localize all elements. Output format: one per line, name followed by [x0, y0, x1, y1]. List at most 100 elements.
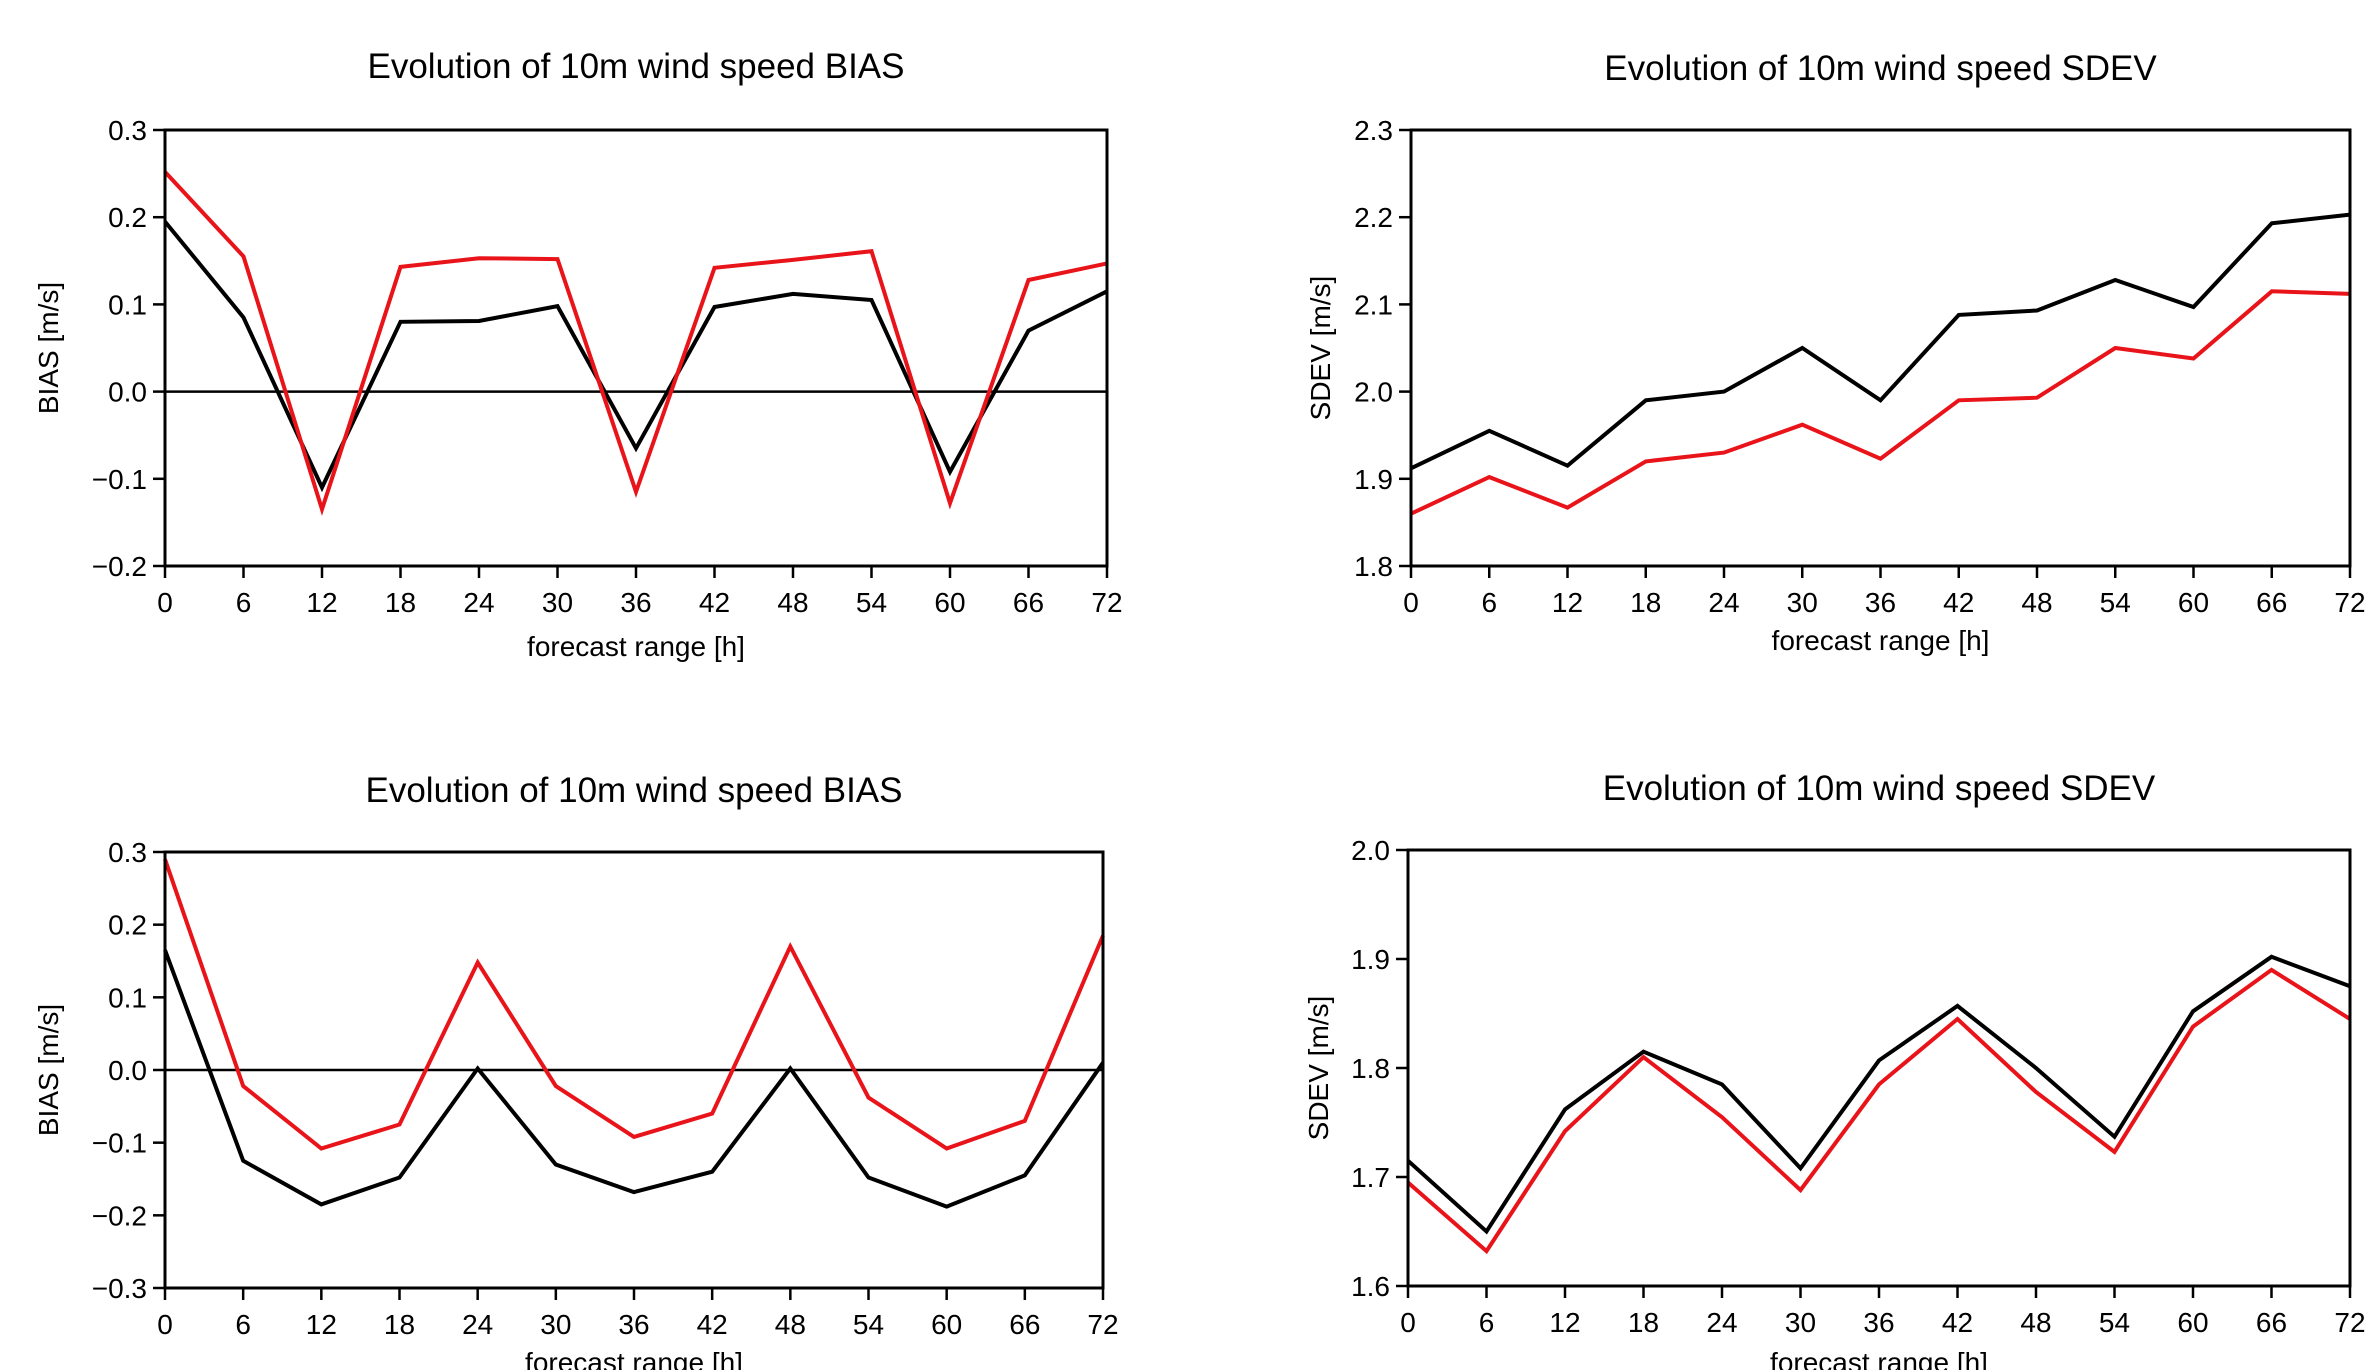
x-tick-label: 30 — [540, 1309, 571, 1340]
x-tick-label: 60 — [2177, 1307, 2208, 1338]
x-tick-label: 30 — [1785, 1307, 1816, 1338]
x-tick-label: 0 — [1400, 1307, 1416, 1338]
chart-title: Evolution of 10m wind speed BIAS — [368, 47, 905, 86]
y-tick-label: 1.8 — [1351, 1053, 1390, 1084]
y-axis-label: SDEV [m/s] — [1303, 996, 1334, 1141]
y-tick-label: 1.7 — [1351, 1162, 1390, 1193]
series-line-2 — [165, 172, 1107, 509]
y-tick-label: 1.9 — [1354, 464, 1393, 495]
y-axis-label: BIAS [m/s] — [33, 282, 64, 414]
x-tick-label: 30 — [1787, 587, 1818, 618]
y-tick-label: 2.2 — [1354, 202, 1393, 233]
chart-title: Evolution of 10m wind speed SDEV — [1604, 49, 2157, 88]
y-tick-label: −0.3 — [92, 1273, 147, 1304]
y-tick-label: 1.8 — [1354, 551, 1393, 582]
y-tick-label: 2.3 — [1354, 115, 1393, 146]
y-tick-label: 2.1 — [1354, 289, 1393, 320]
chart-3: Evolution of 10m wind speed BIAS 0 6 12 18 24… — [33, 771, 1119, 1370]
y-tick-label: 2.0 — [1351, 835, 1390, 866]
x-tick-label: 72 — [2334, 587, 2365, 618]
x-tick-label: 0 — [157, 1309, 173, 1340]
y-tick-label: 0.3 — [108, 115, 147, 146]
y-tick-label: 0.3 — [108, 837, 147, 868]
y-tick-label: −0.1 — [92, 1128, 147, 1159]
x-tick-label: 18 — [385, 587, 416, 618]
y-tick-label: −0.2 — [92, 1200, 147, 1231]
series-line-2 — [165, 859, 1103, 1148]
series-line-1 — [1408, 957, 2350, 1232]
x-tick-label: 66 — [2256, 1307, 2287, 1338]
x-tick-label: 18 — [1630, 587, 1661, 618]
chart-title: Evolution of 10m wind speed SDEV — [1603, 769, 2156, 808]
x-tick-label: 12 — [1549, 1307, 1580, 1338]
x-tick-label: 12 — [1552, 587, 1583, 618]
x-axis-label: forecast range [h] — [1770, 1347, 1988, 1370]
x-tick-label: 0 — [1403, 587, 1419, 618]
x-tick-label: 42 — [699, 587, 730, 618]
x-tick-label: 66 — [1009, 1309, 1040, 1340]
series-line-2 — [1408, 970, 2350, 1251]
plot-frame — [165, 130, 1107, 566]
x-tick-label: 54 — [2100, 587, 2131, 618]
x-tick-label: 18 — [1628, 1307, 1659, 1338]
y-tick-label: 0.2 — [108, 202, 147, 233]
x-tick-label: 36 — [620, 587, 651, 618]
x-tick-label: 36 — [618, 1309, 649, 1340]
x-tick-label: 36 — [1865, 587, 1896, 618]
y-axis-label: BIAS [m/s] — [33, 1004, 64, 1136]
x-tick-label: 24 — [463, 587, 494, 618]
x-tick-label: 0 — [157, 587, 173, 618]
series-line-1 — [1411, 215, 2350, 469]
x-tick-label: 6 — [1481, 587, 1497, 618]
x-tick-label: 24 — [1708, 587, 1739, 618]
x-tick-label: 72 — [1087, 1309, 1118, 1340]
x-tick-label: 66 — [1013, 587, 1044, 618]
y-tick-label: 0.0 — [108, 377, 147, 408]
y-tick-label: 0.1 — [108, 982, 147, 1013]
plot-frame — [1408, 850, 2350, 1286]
y-tick-label: 0.1 — [108, 289, 147, 320]
x-tick-label: 72 — [2334, 1307, 2365, 1338]
x-tick-label: 48 — [775, 1309, 806, 1340]
x-tick-label: 60 — [2178, 587, 2209, 618]
x-tick-label: 18 — [384, 1309, 415, 1340]
chart-title: Evolution of 10m wind speed BIAS — [366, 771, 903, 810]
x-tick-label: 54 — [2099, 1307, 2130, 1338]
x-tick-label: 6 — [236, 587, 252, 618]
x-tick-label: 42 — [697, 1309, 728, 1340]
chart-1: Evolution of 10m wind speed BIAS 0 6 12 18 24… — [33, 47, 1123, 662]
x-tick-label: 12 — [306, 1309, 337, 1340]
x-tick-label: 48 — [777, 587, 808, 618]
x-tick-label: 30 — [542, 587, 573, 618]
x-tick-label: 66 — [2256, 587, 2287, 618]
x-tick-label: 48 — [2020, 1307, 2051, 1338]
x-tick-label: 48 — [2021, 587, 2052, 618]
x-tick-label: 6 — [1479, 1307, 1495, 1338]
x-tick-label: 60 — [934, 587, 965, 618]
chart-2: Evolution of 10m wind speed SDEV 0 6 12 18 24… — [1305, 49, 2366, 656]
x-tick-label: 6 — [235, 1309, 251, 1340]
y-tick-label: 0.2 — [108, 910, 147, 941]
x-tick-label: 24 — [462, 1309, 493, 1340]
y-tick-label: 0.0 — [108, 1055, 147, 1086]
y-tick-label: 1.9 — [1351, 944, 1390, 975]
x-tick-label: 54 — [856, 587, 887, 618]
y-tick-label: −0.2 — [92, 551, 147, 582]
x-tick-label: 42 — [1942, 1307, 1973, 1338]
x-tick-label: 60 — [931, 1309, 962, 1340]
x-tick-label: 36 — [1863, 1307, 1894, 1338]
x-axis-label: forecast range [h] — [527, 631, 745, 662]
y-tick-label: 1.6 — [1351, 1271, 1390, 1302]
y-tick-label: 2.0 — [1354, 377, 1393, 408]
x-tick-label: 54 — [853, 1309, 884, 1340]
series-line-1 — [165, 950, 1103, 1207]
x-axis-label: forecast range [h] — [525, 1347, 743, 1370]
series-line-1 — [165, 222, 1107, 488]
y-axis-label: SDEV [m/s] — [1305, 276, 1336, 421]
x-tick-label: 42 — [1943, 587, 1974, 618]
chart-4: Evolution of 10m wind speed SDEV 0 6 12 18 24… — [1303, 769, 2366, 1370]
x-axis-label: forecast range [h] — [1772, 625, 1990, 656]
x-tick-label: 24 — [1706, 1307, 1737, 1338]
x-tick-label: 72 — [1091, 587, 1122, 618]
